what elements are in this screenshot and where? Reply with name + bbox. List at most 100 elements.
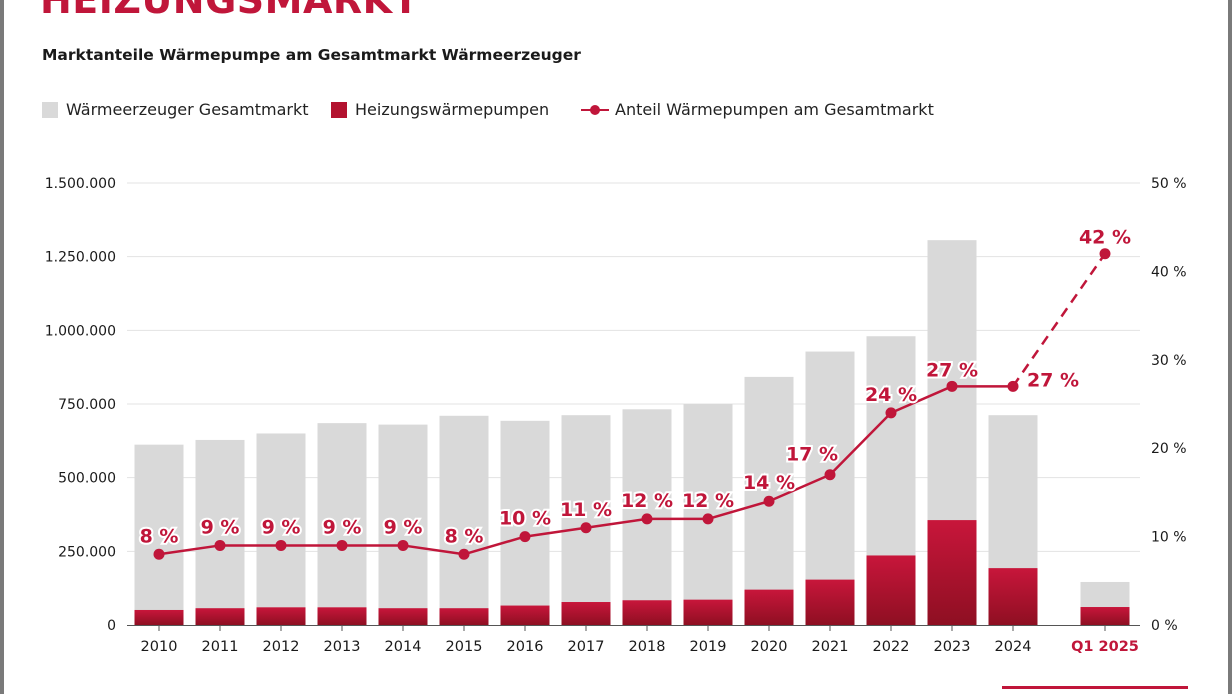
x-tick-label: 2019 bbox=[690, 639, 727, 655]
x-tick-label: 2014 bbox=[385, 639, 422, 655]
share-points bbox=[153, 248, 1111, 560]
left-tick-label: 750.000 bbox=[58, 397, 116, 413]
x-axis: 2010 2011 2012 2013 2014 2015 2016 2017 2018 2019… bbox=[127, 625, 1140, 655]
share-point bbox=[763, 495, 775, 507]
total-market-bars bbox=[134, 240, 1130, 625]
x-tick-label: 2012 bbox=[263, 639, 300, 655]
heat-pump-bar bbox=[927, 520, 977, 625]
share-data-label: 24 % bbox=[865, 384, 917, 406]
right-tick-label: 50 % bbox=[1151, 176, 1187, 192]
share-data-label: 12 % bbox=[682, 490, 734, 512]
x-tick-label: 2016 bbox=[507, 639, 544, 655]
left-tick-label: 1.500.000 bbox=[45, 176, 116, 192]
share-point bbox=[153, 548, 165, 560]
share-point bbox=[1007, 380, 1019, 392]
left-tick-label: 1.000.000 bbox=[45, 323, 116, 339]
x-tick-label: 2022 bbox=[873, 639, 910, 655]
left-tick-label: 500.000 bbox=[58, 471, 116, 487]
share-point bbox=[702, 513, 714, 525]
share-data-label: 27 % bbox=[1027, 369, 1079, 391]
share-data-label: 27 % bbox=[926, 359, 978, 381]
heat-pump-bar bbox=[500, 605, 550, 625]
total-market-bar bbox=[500, 420, 550, 625]
share-data-label: 12 % bbox=[621, 490, 673, 512]
share-labels: 8 % 9 % 9 % 9 % 9 % 8 % 10 % 11 % 12 % 12 % 14 % 17… bbox=[138, 225, 1133, 550]
chart-legend: Wärmeerzeuger Gesamtmarkt Heizungswärmep… bbox=[0, 100, 1232, 122]
x-tick-label: Q1 2025 bbox=[1071, 639, 1139, 655]
share-data-label: 9 % bbox=[323, 516, 362, 538]
x-tick-label: 2015 bbox=[446, 639, 483, 655]
heat-pump-bar bbox=[622, 600, 672, 625]
total-market-bar bbox=[378, 424, 428, 625]
share-point bbox=[336, 539, 348, 551]
heat-pump-bar bbox=[1080, 607, 1130, 625]
share-data-label: 8 % bbox=[445, 525, 484, 547]
left-tick-label: 1.250.000 bbox=[45, 250, 116, 266]
legend-label-total: Wärmeerzeuger Gesamtmarkt bbox=[66, 100, 309, 119]
share-data-label: 11 % bbox=[560, 499, 612, 521]
x-tick-label: 2011 bbox=[202, 639, 239, 655]
total-market-bar bbox=[195, 439, 245, 625]
left-tick-label: 0 bbox=[107, 618, 116, 634]
share-data-label: 9 % bbox=[201, 516, 240, 538]
heat-pump-bars bbox=[134, 520, 1130, 625]
total-market-bar bbox=[439, 415, 489, 625]
share-point bbox=[519, 531, 531, 543]
frame-right-edge bbox=[1228, 0, 1232, 694]
legend-swatch-heat-pumps bbox=[331, 101, 347, 118]
x-tick-label: 2024 bbox=[995, 639, 1032, 655]
heat-pump-bar bbox=[988, 568, 1038, 625]
heat-pump-bar bbox=[683, 599, 733, 625]
right-tick-label: 10 % bbox=[1151, 530, 1187, 546]
chart-title: Marktanteile Wärmepumpe am Gesamtmarkt W… bbox=[42, 46, 581, 64]
x-tick-label: 2023 bbox=[934, 639, 971, 655]
share-data-label: 42 % bbox=[1079, 227, 1131, 249]
x-tick-label: 2018 bbox=[629, 639, 666, 655]
heat-pump-bar bbox=[561, 602, 611, 625]
x-tick-label: 2020 bbox=[751, 639, 788, 655]
heat-pump-bar bbox=[256, 607, 306, 625]
share-point bbox=[946, 380, 958, 392]
share-point bbox=[1099, 248, 1111, 260]
total-market-bar bbox=[805, 351, 855, 625]
share-point bbox=[580, 522, 592, 534]
right-axis: 0 % 10 % 20 % 30 % 40 % 50 % bbox=[1151, 176, 1187, 634]
share-point bbox=[641, 513, 653, 525]
right-tick-label: 0 % bbox=[1151, 618, 1178, 634]
left-tick-label: 250.000 bbox=[58, 544, 116, 560]
right-tick-label: 30 % bbox=[1151, 353, 1187, 369]
legend-line-marker-icon bbox=[581, 102, 609, 118]
heat-pump-bar bbox=[744, 589, 794, 625]
headline: HEIZUNGSMARKT bbox=[40, 0, 420, 22]
share-data-label: 17 % bbox=[786, 444, 838, 466]
legend-label-heat-pumps: Heizungswärmepumpen bbox=[355, 100, 550, 119]
heat-pump-bar bbox=[378, 608, 428, 625]
legend-swatch-total bbox=[42, 101, 58, 118]
share-data-label: 9 % bbox=[262, 516, 301, 538]
heat-pump-bar bbox=[866, 555, 916, 625]
share-point bbox=[214, 539, 226, 551]
share-data-label: 14 % bbox=[743, 472, 795, 494]
share-line-dashed bbox=[1011, 253, 1107, 388]
frame-left-edge bbox=[0, 0, 4, 694]
share-point bbox=[458, 548, 470, 560]
share-point bbox=[885, 407, 897, 419]
x-tick-label: 2010 bbox=[141, 639, 178, 655]
left-axis: 0 250.000 500.000 750.000 1.000.000 1.250.000… bbox=[45, 176, 116, 634]
heat-pump-bar bbox=[195, 608, 245, 625]
share-data-label: 8 % bbox=[140, 525, 179, 547]
legend-label-share: Anteil Wärmepumpen am Gesamtmarkt bbox=[615, 100, 934, 119]
legend-item-heat-pumps: Heizungswärmepumpen bbox=[331, 100, 549, 119]
right-tick-label: 20 % bbox=[1151, 441, 1187, 457]
x-tick-label: 2017 bbox=[568, 639, 605, 655]
total-market-bar bbox=[256, 433, 306, 625]
legend-item-total: Wärmeerzeuger Gesamtmarkt bbox=[42, 100, 309, 119]
share-point bbox=[397, 539, 409, 551]
share-data-label: 9 % bbox=[384, 516, 423, 538]
share-point bbox=[824, 469, 836, 481]
x-tick-label: 2013 bbox=[324, 639, 361, 655]
legend-item-share: Anteil Wärmepumpen am Gesamtmarkt bbox=[581, 100, 934, 119]
brand-footer-bar bbox=[1002, 686, 1188, 689]
total-market-bar bbox=[134, 444, 184, 625]
